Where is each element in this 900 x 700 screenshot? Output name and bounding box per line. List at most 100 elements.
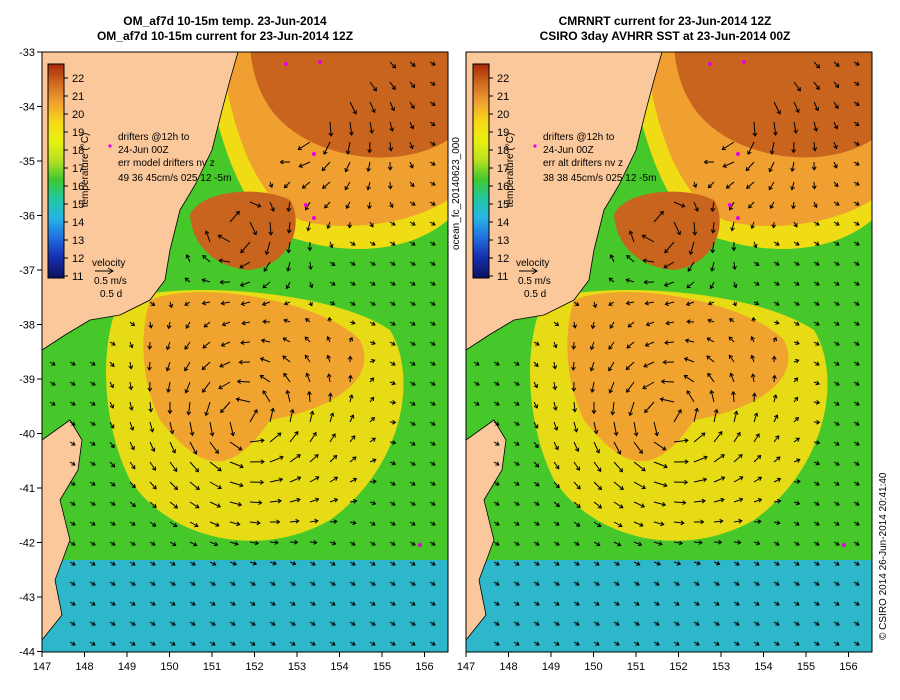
current-arrowhead bbox=[366, 167, 372, 173]
current-arrow bbox=[673, 439, 688, 443]
current-arrowhead bbox=[615, 621, 620, 626]
current-arrow bbox=[409, 381, 416, 386]
current-arrow bbox=[69, 641, 76, 646]
current-arrow bbox=[626, 301, 635, 305]
current-arrowhead bbox=[597, 485, 603, 491]
current-arrowhead bbox=[720, 497, 725, 503]
current-arrowhead bbox=[660, 379, 666, 384]
current-arrow bbox=[684, 357, 695, 363]
current-arrowhead bbox=[333, 497, 339, 503]
current-arrow bbox=[409, 621, 416, 626]
x-tick-label: 154 bbox=[754, 661, 772, 673]
current-arrowhead bbox=[706, 355, 711, 360]
current-arrowhead bbox=[495, 581, 500, 586]
current-arrow bbox=[69, 401, 76, 406]
current-arrowhead bbox=[391, 361, 396, 366]
current-arrow bbox=[429, 301, 436, 306]
current-arrow bbox=[169, 481, 178, 490]
current-arrowhead bbox=[110, 443, 115, 449]
right-title-line-2: CSIRO 3day AVHRR SST at 23-Jun-2014 00Z bbox=[539, 29, 791, 43]
current-arrowhead bbox=[171, 601, 176, 606]
current-arrowhead bbox=[252, 560, 258, 566]
current-arrow bbox=[833, 321, 840, 326]
current-arrow bbox=[269, 500, 282, 503]
current-arrow bbox=[813, 301, 820, 306]
current-arrow bbox=[853, 61, 860, 66]
current-arrow bbox=[493, 401, 500, 406]
current-arrow bbox=[389, 501, 396, 506]
current-arrow bbox=[304, 336, 311, 343]
current-arrowhead bbox=[283, 318, 288, 324]
sst-region bbox=[567, 292, 789, 462]
current-arrow bbox=[693, 456, 708, 463]
current-arrow bbox=[89, 421, 96, 426]
current-arrowhead bbox=[411, 241, 416, 246]
current-arrow bbox=[269, 641, 276, 646]
current-arrow bbox=[169, 561, 176, 566]
current-arrow bbox=[249, 221, 257, 235]
current-arrow bbox=[653, 461, 668, 468]
current-arrowhead bbox=[682, 500, 687, 506]
current-arrow bbox=[713, 601, 720, 606]
current-arrowhead bbox=[217, 484, 222, 490]
current-arrowhead bbox=[192, 542, 198, 547]
current-arrow bbox=[833, 541, 840, 546]
current-arrow bbox=[628, 321, 635, 328]
current-arrow bbox=[389, 341, 396, 346]
current-arrowhead bbox=[220, 300, 225, 306]
current-arrowhead bbox=[515, 381, 520, 386]
current-arrowhead bbox=[815, 601, 820, 606]
current-arrow bbox=[833, 221, 840, 226]
current-arrow bbox=[553, 501, 560, 507]
current-arrow bbox=[69, 481, 76, 486]
current-arrow bbox=[513, 601, 520, 606]
current-arrowhead bbox=[173, 523, 178, 528]
current-arrowhead bbox=[329, 243, 334, 249]
left-title-line-1: OM_af7d 10-15m temp. 23-Jun-2014 bbox=[123, 14, 327, 28]
current-arrow bbox=[129, 641, 136, 646]
current-arrowhead bbox=[191, 621, 196, 626]
current-arrow bbox=[369, 561, 376, 566]
current-arrowhead bbox=[835, 301, 840, 306]
current-arrowhead bbox=[219, 363, 224, 368]
current-arrowhead bbox=[675, 621, 680, 626]
velocity-scale: 0.5 m/s bbox=[94, 276, 127, 287]
current-arrowhead bbox=[636, 561, 641, 566]
current-arrowhead bbox=[191, 601, 196, 606]
current-arrowhead bbox=[301, 184, 307, 189]
current-arrow bbox=[89, 581, 96, 586]
current-arrow bbox=[853, 641, 860, 646]
current-arrow bbox=[773, 456, 781, 463]
current-arrow bbox=[249, 561, 257, 565]
current-arrowhead bbox=[757, 519, 762, 525]
current-arrow bbox=[129, 601, 136, 606]
current-arrow bbox=[633, 461, 646, 472]
current-arrowhead bbox=[835, 521, 840, 526]
current-arrow bbox=[573, 321, 576, 328]
current-arrowhead bbox=[329, 412, 335, 417]
x-tick-label: 148 bbox=[75, 661, 93, 673]
current-arrowhead bbox=[707, 318, 712, 324]
current-arrow bbox=[813, 381, 820, 385]
current-arrowhead bbox=[633, 432, 639, 437]
current-arrow bbox=[833, 521, 840, 526]
current-arrowhead bbox=[91, 561, 96, 566]
current-arrowhead bbox=[331, 621, 336, 626]
current-arrow bbox=[753, 561, 760, 566]
current-arrow bbox=[305, 355, 311, 363]
current-arrowhead bbox=[91, 441, 96, 446]
current-arrow bbox=[149, 321, 152, 328]
current-arrow bbox=[369, 601, 376, 606]
current-arrowhead bbox=[495, 401, 500, 406]
current-arrowhead bbox=[71, 421, 76, 426]
current-arrowhead bbox=[391, 380, 396, 386]
current-arrow bbox=[286, 281, 291, 289]
current-arrowhead bbox=[835, 421, 840, 426]
current-arrow bbox=[329, 498, 338, 503]
current-arrow bbox=[673, 201, 685, 207]
current-arrowhead bbox=[217, 234, 223, 239]
current-arrow bbox=[533, 441, 539, 448]
current-arrowhead bbox=[351, 261, 356, 266]
current-arrow bbox=[629, 230, 635, 243]
current-arrowhead bbox=[608, 277, 613, 282]
